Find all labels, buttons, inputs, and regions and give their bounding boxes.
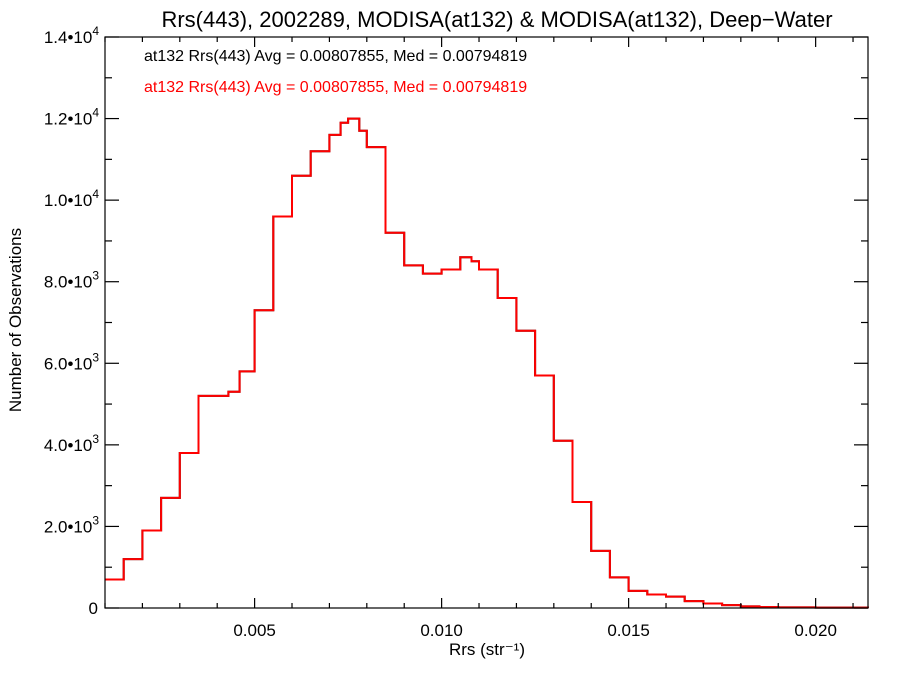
x-tick-label: 0.010 <box>420 621 463 640</box>
chart-title: Rrs(443), 2002289, MODISA(at132) & MODIS… <box>161 7 832 32</box>
x-axis-label: Rrs (str⁻¹) <box>449 640 525 659</box>
y-axis-label: Number of Observations <box>6 228 25 412</box>
legend: at132 Rrs(443) Avg = 0.00807855, Med = 0… <box>144 48 527 96</box>
y-axis: 0 2.0•103 4.0•103 6.0•103 8.0•103 1.0•104 1.2•… <box>44 24 868 618</box>
y-tick-label: 8.0•103 <box>44 269 100 292</box>
x-tick-label: 0.015 <box>607 621 650 640</box>
x-tick-label: 0.005 <box>233 621 276 640</box>
x-tick-label: 0.020 <box>794 621 837 640</box>
y-tick-label: 1.4•104 <box>44 24 100 47</box>
series-layer <box>105 117 869 609</box>
legend-entry-1: at132 Rrs(443) Avg = 0.00807855, Med = 0… <box>144 48 527 65</box>
histogram-series-2 <box>105 117 869 609</box>
y-tick-label: 2.0•103 <box>44 513 100 536</box>
y-tick-label: 0 <box>89 599 98 618</box>
y-tick-label: 4.0•103 <box>44 432 100 455</box>
histogram-series-1 <box>105 117 869 609</box>
y-tick-label: 1.0•104 <box>44 187 100 210</box>
legend-entry-2: at132 Rrs(443) Avg = 0.00807855, Med = 0… <box>144 79 527 96</box>
y-tick-label: 6.0•103 <box>44 350 100 373</box>
plot-frame <box>104 36 869 609</box>
y-tick-label: 1.2•104 <box>44 106 100 129</box>
x-axis: 0.005 0.010 0.015 0.020 <box>104 37 854 640</box>
